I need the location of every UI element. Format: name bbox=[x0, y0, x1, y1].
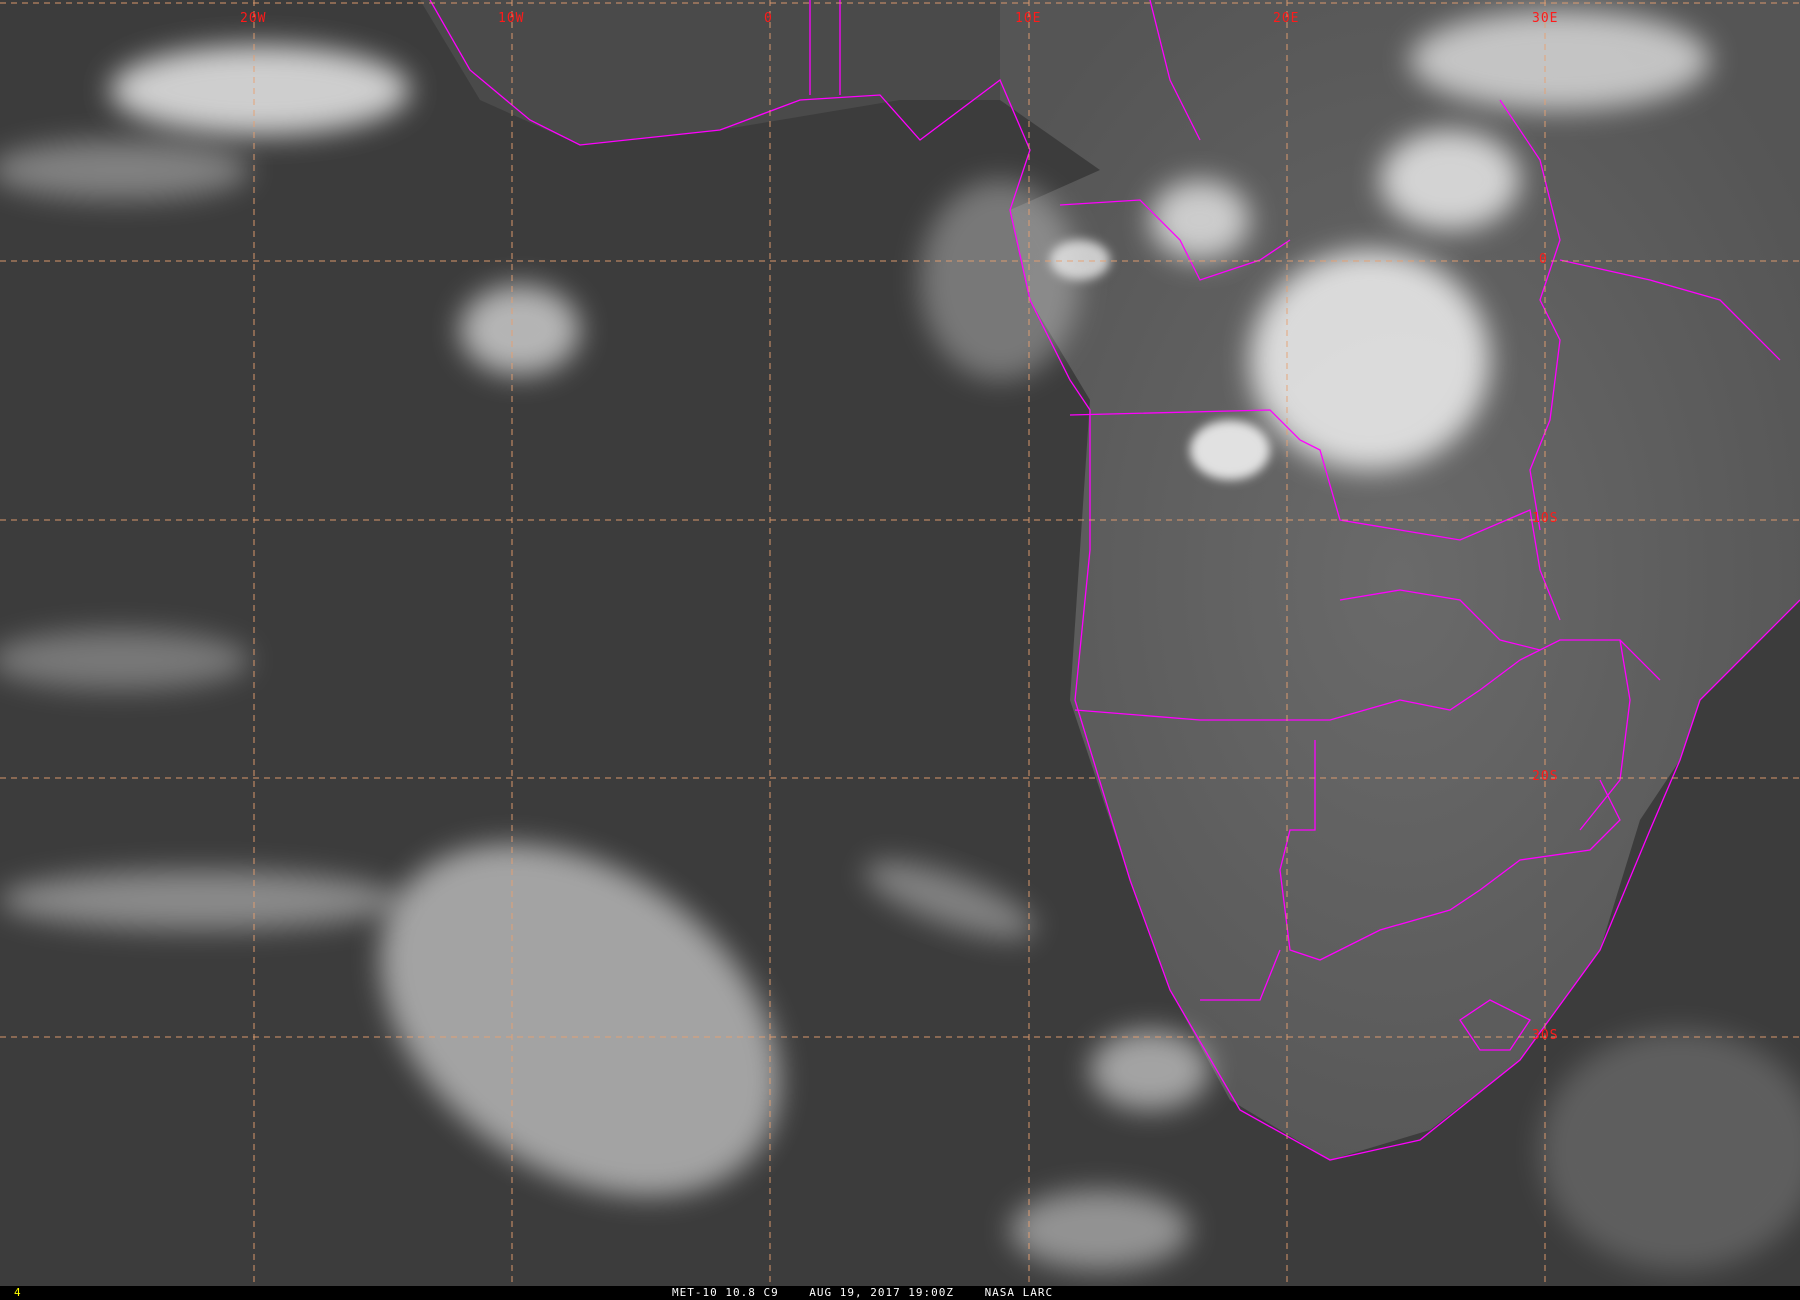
caption-datetime: AUG 19, 2017 19:00Z bbox=[809, 1286, 955, 1299]
caption-satellite: MET-10 10.8 C9 bbox=[672, 1286, 779, 1299]
caption-source: NASA LARC bbox=[984, 1286, 1054, 1299]
country-borders bbox=[429, 0, 1800, 1161]
lon-label-20w: 20W bbox=[240, 11, 267, 26]
lon-label-0: 0 bbox=[764, 11, 773, 26]
lat-label-10s: 10S bbox=[1532, 511, 1559, 526]
lon-label-10e: 10E bbox=[1015, 11, 1042, 26]
lon-label-20e: 20E bbox=[1273, 11, 1300, 26]
caption-bar bbox=[0, 1286, 1800, 1300]
lat-label-0: 0 bbox=[1539, 252, 1548, 267]
lat-label-30s: 30S bbox=[1532, 1028, 1559, 1043]
clouds bbox=[0, 10, 1800, 1270]
lat-label-20s: 20S bbox=[1532, 769, 1559, 784]
land-africa bbox=[0, 0, 1800, 1160]
frame-number: 4 bbox=[14, 1286, 21, 1299]
caption: MET-10 10.8 C9 AUG 19, 2017 19:00Z NASA … bbox=[672, 1286, 1053, 1299]
lon-label-30e: 30E bbox=[1532, 11, 1559, 26]
lon-label-10w: 10W bbox=[498, 11, 525, 26]
